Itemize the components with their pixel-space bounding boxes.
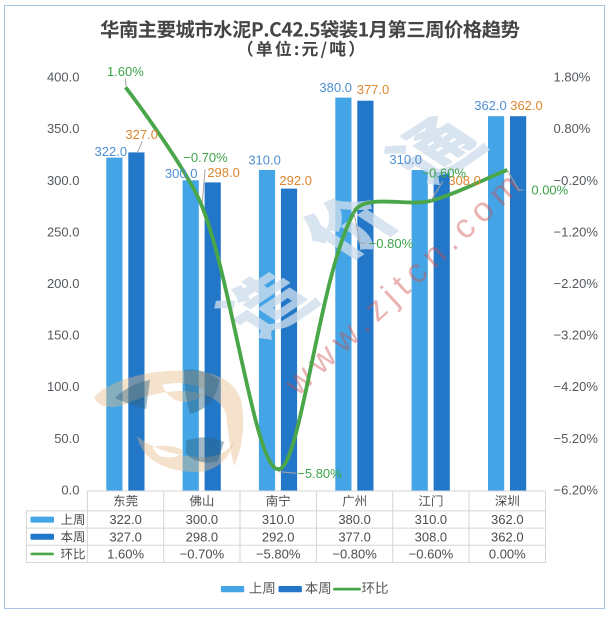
- svg-text:308.0: 308.0: [415, 529, 448, 544]
- svg-text:1.80%: 1.80%: [554, 70, 591, 85]
- svg-text:308.0: 308.0: [448, 173, 481, 188]
- svg-text:−0.60%: −0.60%: [409, 547, 454, 562]
- svg-text:327.0: 327.0: [109, 529, 142, 544]
- svg-text:−0.80%: −0.80%: [369, 236, 414, 251]
- svg-text:−6.20%: −6.20%: [554, 482, 599, 497]
- svg-text:−0.80%: −0.80%: [332, 547, 377, 562]
- svg-text:300.0: 300.0: [186, 512, 219, 527]
- svg-text:0.00%: 0.00%: [531, 183, 568, 198]
- svg-text:310.0: 310.0: [389, 152, 422, 167]
- svg-text:100.0: 100.0: [47, 379, 80, 394]
- svg-text:298.0: 298.0: [207, 165, 240, 180]
- svg-text:−5.80%: −5.80%: [256, 547, 301, 562]
- svg-text:−0.60%: −0.60%: [422, 165, 467, 180]
- svg-text:362.0: 362.0: [510, 98, 543, 113]
- svg-text:−5.20%: −5.20%: [554, 431, 599, 446]
- svg-text:310.0: 310.0: [415, 512, 448, 527]
- svg-text:298.0: 298.0: [186, 529, 219, 544]
- svg-text:400.0: 400.0: [47, 70, 80, 85]
- svg-text:200.0: 200.0: [47, 276, 80, 291]
- svg-text:327.0: 327.0: [125, 127, 158, 142]
- svg-text:322.0: 322.0: [95, 144, 128, 159]
- svg-text:1.60%: 1.60%: [107, 547, 144, 562]
- svg-text:310.0: 310.0: [262, 512, 295, 527]
- svg-text:300.0: 300.0: [165, 166, 198, 181]
- svg-text:380.0: 380.0: [319, 80, 352, 95]
- svg-text:−4.20%: −4.20%: [554, 379, 599, 394]
- svg-text:0.00%: 0.00%: [489, 547, 526, 562]
- svg-text:250.0: 250.0: [47, 224, 80, 239]
- svg-text:377.0: 377.0: [338, 529, 371, 544]
- svg-text:362.0: 362.0: [474, 98, 507, 113]
- svg-text:50.0: 50.0: [54, 431, 79, 446]
- svg-text:380.0: 380.0: [338, 512, 371, 527]
- svg-text:292.0: 292.0: [262, 529, 295, 544]
- svg-text:0.0: 0.0: [61, 482, 79, 497]
- svg-text:−0.70%: −0.70%: [183, 150, 228, 165]
- svg-text:1.60%: 1.60%: [107, 64, 144, 79]
- svg-text:292.0: 292.0: [279, 173, 312, 188]
- svg-text:350.0: 350.0: [47, 121, 80, 136]
- svg-text:362.0: 362.0: [491, 529, 524, 544]
- svg-text:322.0: 322.0: [109, 512, 142, 527]
- svg-text:377.0: 377.0: [357, 82, 390, 97]
- svg-text:150.0: 150.0: [47, 328, 80, 343]
- svg-text:310.0: 310.0: [248, 153, 281, 168]
- svg-text:−3.20%: −3.20%: [554, 328, 599, 343]
- svg-text:−5.80%: −5.80%: [297, 466, 342, 481]
- svg-text:−0.20%: −0.20%: [554, 173, 599, 188]
- svg-text:0.80%: 0.80%: [554, 121, 591, 136]
- svg-text:−1.20%: −1.20%: [554, 224, 599, 239]
- svg-text:300.0: 300.0: [47, 173, 80, 188]
- svg-text:−2.20%: −2.20%: [554, 276, 599, 291]
- svg-text:−0.70%: −0.70%: [180, 547, 225, 562]
- svg-text:362.0: 362.0: [491, 512, 524, 527]
